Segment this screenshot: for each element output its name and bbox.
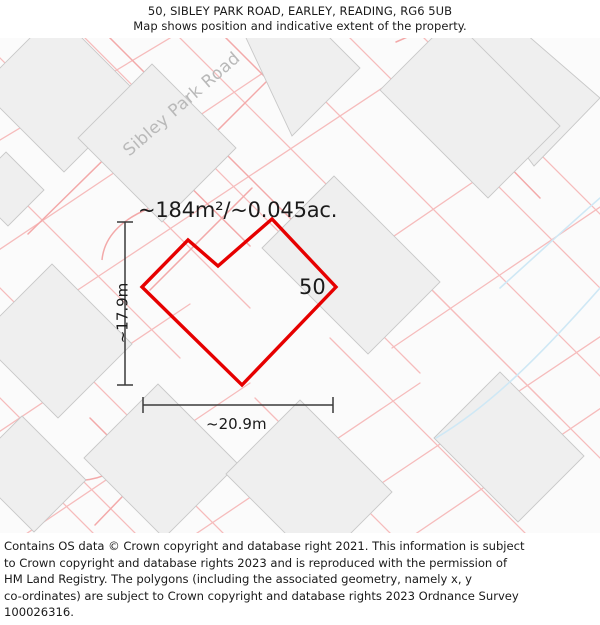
horizontal-dimension-label: ~20.9m	[206, 415, 267, 433]
page-subtitle: Map shows position and indicative extent…	[133, 19, 467, 33]
map-canvas	[0, 38, 600, 533]
water-line	[435, 197, 600, 439]
page-header: 50, SIBLEY PARK ROAD, EARLEY, READING, R…	[0, 0, 600, 38]
footer-line: Contains OS data © Crown copyright and d…	[4, 539, 525, 553]
house-number-label: 50	[299, 275, 326, 299]
dimension-horizontal	[142, 397, 334, 413]
property-boundary-polygon[interactable]	[139, 216, 339, 388]
footer-line: to Crown copyright and database rights 2…	[4, 555, 508, 570]
vertical-dimension-label: ~17.9m	[113, 282, 132, 344]
dimension-vertical	[117, 221, 133, 386]
copyright-footer: Contains OS data © Crown copyright and d…	[0, 533, 600, 625]
building-footprints	[0, 38, 600, 533]
page-title: 50, SIBLEY PARK ROAD, EARLEY, READING, R…	[147, 4, 453, 18]
property-area-label: ~184m²/~0.045ac.	[138, 198, 338, 222]
property-map[interactable]: Sibley Park Road ~184m²/~0.045ac. 50 ~17…	[0, 38, 600, 533]
footer-line: co-ordinates) are subject to Crown copyr…	[4, 588, 519, 603]
footer-line: HM Land Registry. The polygons (includin…	[4, 572, 473, 587]
footer-line: 100026316.	[4, 605, 74, 620]
